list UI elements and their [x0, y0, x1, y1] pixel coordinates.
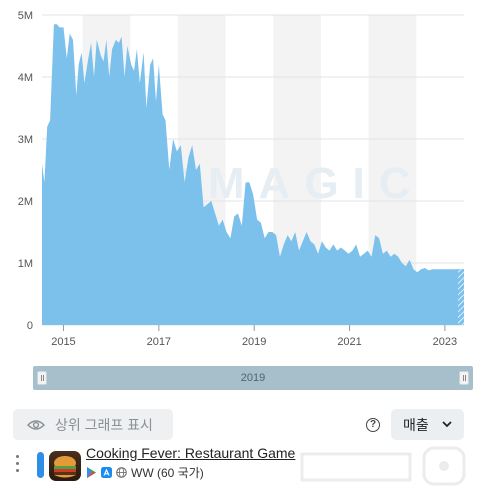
game-logo-watermark — [300, 446, 466, 486]
show-top-graph-label: 상위 그래프 표시 — [55, 416, 153, 433]
y-tick-label: 1M — [18, 258, 33, 270]
series-area — [42, 24, 464, 326]
metric-select-value: 매출 — [403, 416, 429, 433]
app-meta: WW (60 국가) — [86, 464, 204, 481]
x-tick-label: 2023 — [433, 336, 457, 348]
range-start-handle[interactable] — [37, 371, 47, 385]
x-tick-label: 2015 — [51, 336, 75, 348]
x-axis: 2015 2017 2019 2021 2023 — [51, 325, 457, 348]
partial-period-hatch — [458, 269, 464, 325]
app-icon — [49, 451, 81, 481]
show-top-graph-button[interactable]: 상위 그래프 표시 — [13, 409, 173, 440]
y-tick-label: 2M — [18, 196, 33, 208]
google-play-icon — [87, 467, 96, 478]
help-icon[interactable]: ? — [366, 418, 380, 432]
app-store-icon — [101, 467, 112, 478]
y-axis: 0 1M 2M 3M 4M 5M — [18, 10, 33, 332]
drag-handle-icon[interactable] — [16, 455, 20, 477]
eye-icon — [27, 419, 45, 430]
globe-icon — [116, 467, 127, 478]
range-year-label: 2019 — [240, 372, 266, 384]
app-title-link[interactable]: Cooking Fever: Restaurant Game — [86, 445, 296, 461]
chevron-down-icon — [442, 421, 452, 428]
y-tick-label: 0 — [27, 320, 33, 332]
x-tick-label: 2019 — [242, 336, 266, 348]
metric-select[interactable]: 매출 — [391, 409, 464, 440]
x-tick-label: 2017 — [147, 336, 171, 348]
y-tick-label: 5M — [18, 10, 33, 22]
x-tick-label: 2021 — [337, 336, 361, 348]
series-color-indicator — [37, 452, 44, 478]
date-range-slider[interactable]: 2019 — [33, 366, 473, 390]
app-region: WW (60 국가) — [131, 466, 204, 480]
y-tick-label: 3M — [18, 134, 33, 146]
range-end-handle[interactable] — [459, 371, 469, 385]
y-tick-label: 4M — [18, 72, 33, 84]
